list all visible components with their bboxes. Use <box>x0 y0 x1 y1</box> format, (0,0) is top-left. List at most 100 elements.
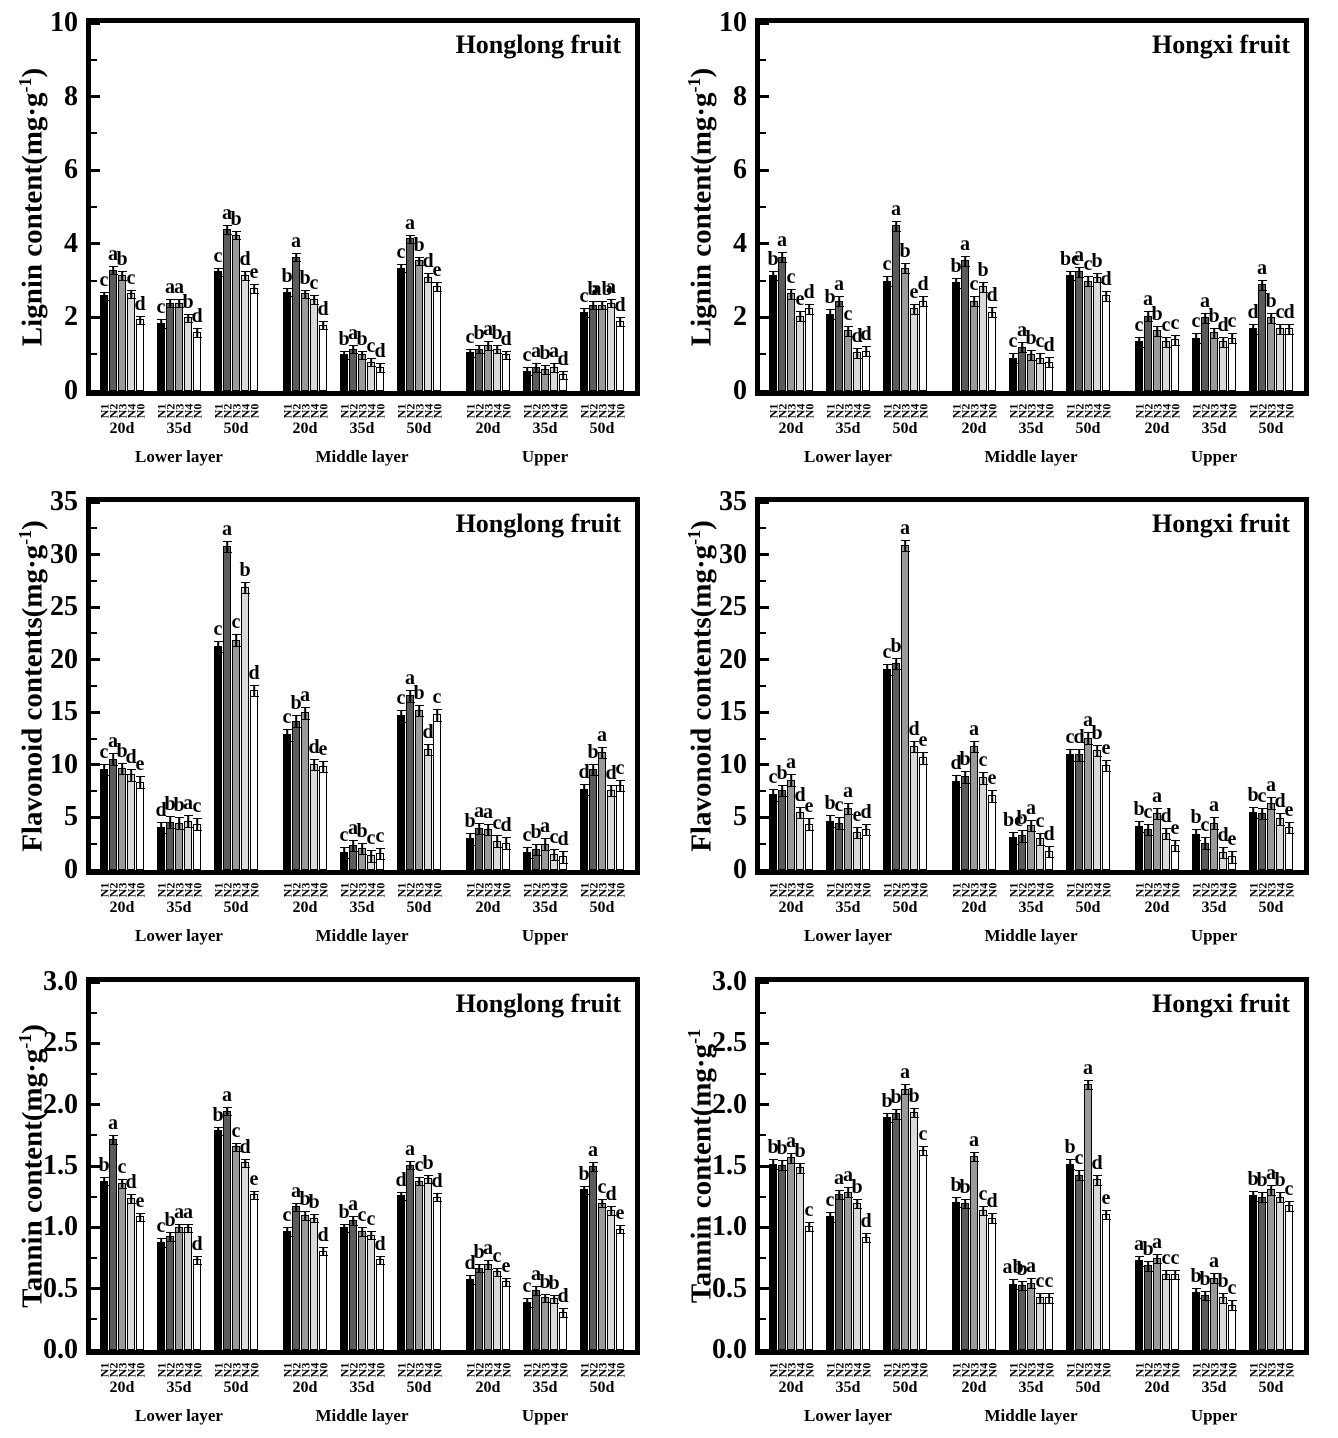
y-tick-label: 3.0 <box>712 966 747 997</box>
error-bar-stem <box>178 300 180 308</box>
layer-label: Middle layer <box>315 1406 409 1425</box>
error-bar-stem <box>1231 1301 1233 1310</box>
significance-letter: c <box>1191 310 1201 333</box>
error-bar <box>99 763 109 777</box>
error-bar-stem <box>790 1154 792 1163</box>
layer-label: Upper <box>521 1406 569 1425</box>
error-bar <box>192 818 202 831</box>
significance-letter: c <box>282 1204 292 1227</box>
y-major-tick <box>91 868 100 872</box>
error-bar <box>192 328 202 338</box>
bar-N1 <box>769 1163 777 1350</box>
x-tick-label-text: N0 <box>613 882 627 898</box>
significance-letter: b <box>1247 1168 1259 1191</box>
error-bar-stem <box>964 772 966 783</box>
error-bar-stem <box>1261 280 1263 290</box>
y-minor-tick <box>760 632 766 635</box>
error-bar <box>1065 270 1075 282</box>
time-label: 20d <box>292 420 318 437</box>
error-bar-stem <box>1105 291 1107 301</box>
error-bar-stem <box>781 1161 783 1171</box>
bar-N0 <box>193 1259 201 1350</box>
error-bar <box>597 1199 607 1209</box>
error-bar <box>465 348 475 359</box>
significance-letter: e <box>615 1201 625 1224</box>
error-bar <box>978 1205 988 1217</box>
error-bar <box>777 784 787 798</box>
error-bar <box>1218 1292 1228 1304</box>
significance-letter: c <box>339 823 349 846</box>
time-label: 50d <box>1075 899 1101 916</box>
error-bar <box>558 851 568 864</box>
significance-letter: d <box>431 1169 443 1192</box>
error-bar <box>909 1107 919 1119</box>
bar-N2 <box>406 695 414 870</box>
error-bar-stem <box>913 304 915 314</box>
error-bar <box>882 276 892 287</box>
bar-N0 <box>1171 1273 1179 1350</box>
plot-area <box>86 497 640 875</box>
significance-letter: c <box>192 795 202 818</box>
error-bar <box>615 317 625 327</box>
y-major-tick <box>91 658 100 662</box>
error-bar <box>1275 1192 1285 1203</box>
significance-letter: b <box>1208 304 1220 327</box>
time-label: 50d <box>406 420 432 437</box>
significance-letter: b <box>491 322 503 344</box>
bar-N4 <box>241 1162 249 1350</box>
significance-letter: b <box>587 740 599 763</box>
x-tick-label-text: N0 <box>916 1362 930 1378</box>
error-bar <box>126 769 136 782</box>
significance-letter: a <box>300 684 310 707</box>
y-tick-label: 0.5 <box>712 1272 747 1304</box>
y-major-tick <box>91 1041 100 1045</box>
error-bar <box>174 817 184 830</box>
significance-letter: c <box>99 740 109 763</box>
error-bar-stem <box>829 1213 831 1222</box>
error-bar <box>843 325 853 337</box>
bar-N2 <box>223 546 231 870</box>
error-bar-stem <box>1048 846 1050 858</box>
error-bar <box>909 740 919 754</box>
error-bar-stem <box>1039 834 1041 845</box>
significance-letter: a <box>348 816 358 839</box>
bar-N2 <box>166 821 174 870</box>
bar-N3 <box>970 1156 978 1350</box>
bar-N1 <box>214 1130 222 1350</box>
error-bar-stem <box>526 1299 528 1307</box>
x-tick-label-text: N0 <box>1168 403 1182 419</box>
error-bar <box>1026 1278 1036 1289</box>
error-bar <box>1191 333 1201 345</box>
significance-letter: c <box>786 266 796 289</box>
significance-letter: d <box>1274 790 1286 813</box>
error-bar <box>900 1084 910 1095</box>
error-bar <box>768 789 778 802</box>
error-bar <box>1044 845 1054 859</box>
error-bar <box>1257 807 1267 821</box>
y-tick-label: 2.0 <box>43 1088 78 1120</box>
significance-letter: a <box>1143 288 1153 311</box>
significance-letter: d <box>500 814 512 837</box>
bar-N1 <box>397 1195 405 1350</box>
significance-letter: d <box>395 1168 407 1191</box>
bar-N1 <box>1249 1195 1257 1350</box>
significance-letter: a <box>834 273 844 296</box>
error-bar <box>540 1293 550 1303</box>
significance-letter: a <box>483 318 493 341</box>
significance-letter: b <box>356 327 368 350</box>
y-tick-label: 8 <box>733 80 747 112</box>
error-bar <box>423 743 433 757</box>
error-bar-stem <box>799 807 801 819</box>
significance-letter: b <box>776 1137 788 1160</box>
error-bar-stem <box>847 803 849 815</box>
bar-N4 <box>424 749 432 870</box>
error-bar-stem <box>352 840 354 851</box>
significance-letter: a <box>183 1200 193 1223</box>
significance-letter: d <box>986 1190 998 1213</box>
error-bar <box>606 784 616 798</box>
error-bar <box>795 1162 805 1174</box>
error-bar <box>135 1212 145 1222</box>
significance-letter: b <box>959 748 971 771</box>
error-bar-stem <box>400 711 402 722</box>
layer-label: Lower layer <box>804 447 892 466</box>
